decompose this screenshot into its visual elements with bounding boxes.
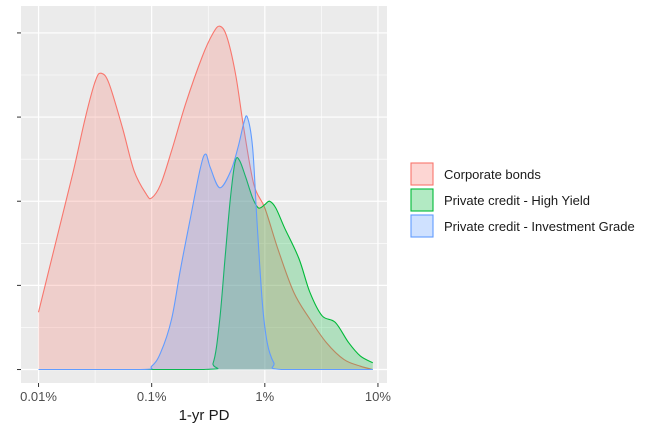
- x-axis-title: 1-yr PD: [179, 407, 230, 424]
- legend: Corporate bonds Private credit - High Yie…: [410, 162, 635, 238]
- x-tick-label: 1%: [255, 389, 274, 404]
- x-tick-label: 0.1%: [137, 389, 167, 404]
- legend-key-background: [410, 188, 434, 212]
- legend-label-private-credit-high-yield: Private credit - High Yield: [444, 193, 590, 208]
- legend-key-private-credit-investment-grade: [410, 214, 434, 238]
- density-series: [37, 25, 374, 371]
- density-line-private-credit-investment-grade: [38, 115, 373, 371]
- grid-lines: [21, 6, 387, 383]
- x-axis: 0.01% 0.1% 1% 10%: [20, 383, 391, 404]
- x-tick-label: 10%: [365, 389, 391, 404]
- legend-key-private-credit-high-yield: [410, 188, 434, 212]
- plot-panel: [21, 6, 387, 383]
- legend-label-corporate-bonds: Corporate bonds: [444, 167, 541, 182]
- y-axis: [17, 32, 21, 371]
- density-area-corporate-bonds: [38, 26, 373, 370]
- density-area-private-credit-investment-grade: [38, 115, 373, 370]
- legend-key-corporate-bonds: [410, 162, 434, 186]
- density-area-private-credit-high-yield: [38, 157, 373, 370]
- legend-key-background: [410, 214, 434, 238]
- x-tick-label: 0.01%: [20, 389, 57, 404]
- legend-label-private-credit-investment-grade: Private credit - Investment Grade: [444, 219, 635, 234]
- density-line-private-credit-high-yield: [38, 157, 374, 371]
- density-line-corporate-bonds: [37, 25, 373, 371]
- legend-key-background: [410, 162, 434, 186]
